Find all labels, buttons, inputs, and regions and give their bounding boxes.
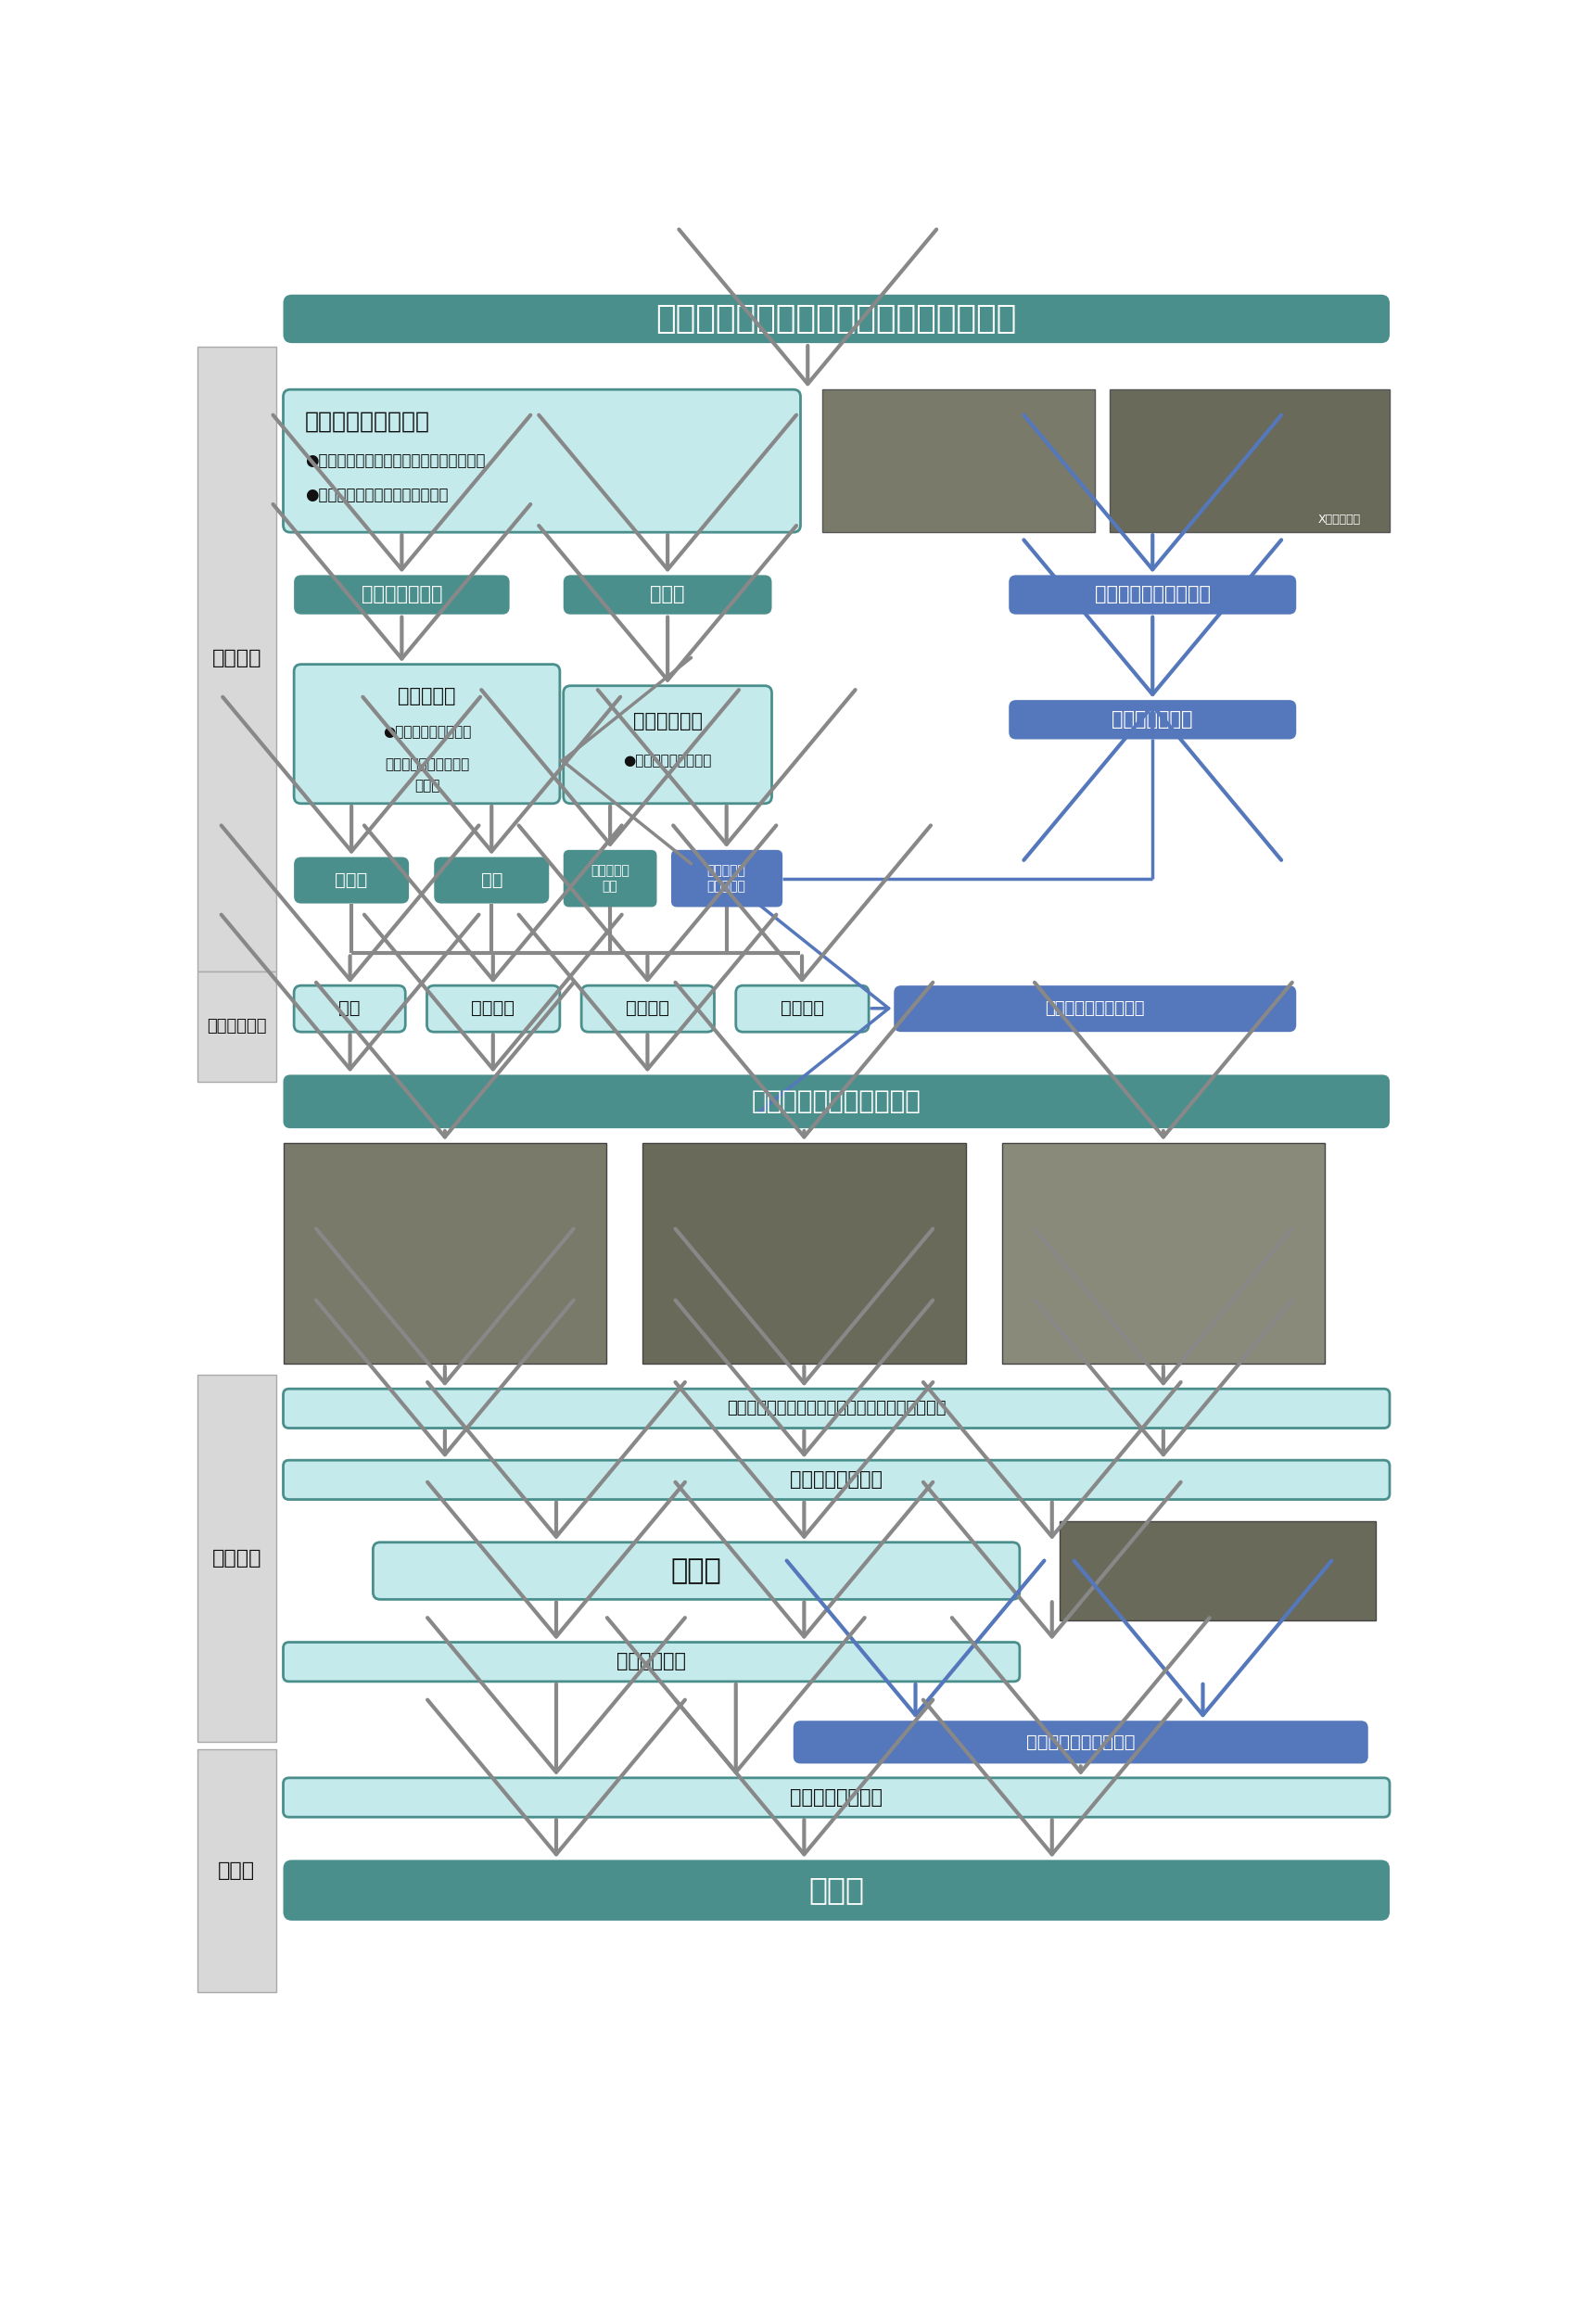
Text: 封じ込め: 封じ込め (471, 999, 515, 1018)
FancyBboxPatch shape (284, 1074, 1390, 1127)
FancyBboxPatch shape (295, 665, 559, 804)
Text: 記　録: 記 録 (217, 1862, 255, 1880)
Bar (284, 1143, 607, 1364)
Text: 維持保全計画書の作成: 維持保全計画書の作成 (1026, 1734, 1135, 1750)
Bar (1002, 1143, 1325, 1364)
Text: 終了証明書発行: 終了証明書発行 (1113, 711, 1193, 727)
FancyBboxPatch shape (671, 851, 783, 906)
FancyBboxPatch shape (284, 1778, 1390, 1817)
Text: X線解析装置: X線解析装置 (1318, 514, 1362, 525)
FancyBboxPatch shape (564, 851, 657, 906)
FancyBboxPatch shape (295, 985, 405, 1032)
Text: 囲い込み: 囲い込み (626, 999, 670, 1018)
FancyBboxPatch shape (284, 390, 801, 532)
Bar (823, 390, 1095, 532)
FancyBboxPatch shape (894, 985, 1295, 1032)
FancyBboxPatch shape (1009, 574, 1295, 614)
Text: ●設計図書等と現地との整合確認: ●設計図書等と現地との整合確認 (304, 486, 448, 504)
Text: 現場状況・周辺状況等: 現場状況・周辺状況等 (385, 758, 470, 772)
FancyBboxPatch shape (374, 1543, 1020, 1599)
Bar (197, 346, 276, 971)
FancyBboxPatch shape (295, 574, 509, 614)
FancyBboxPatch shape (793, 1720, 1368, 1764)
FancyBboxPatch shape (1009, 700, 1295, 739)
Text: アスベスト確認: アスベスト確認 (361, 586, 443, 604)
Text: 維持管理: 維持管理 (780, 999, 824, 1018)
Text: アスベスト
確認: アスベスト 確認 (591, 865, 629, 892)
FancyBboxPatch shape (284, 295, 1390, 344)
FancyBboxPatch shape (736, 985, 868, 1032)
FancyBboxPatch shape (284, 1459, 1390, 1499)
FancyBboxPatch shape (284, 1859, 1390, 1920)
Bar (197, 1750, 276, 1992)
Text: 施工調査（必要に応じて実施、事前調査の確認）: 施工調査（必要に応じて実施、事前調査の確認） (727, 1399, 946, 1415)
Text: 処理工法選定: 処理工法選定 (206, 1018, 266, 1034)
Text: 不　明: 不 明 (651, 586, 686, 604)
FancyBboxPatch shape (427, 985, 559, 1032)
Text: 施工計画書の作成: 施工計画書の作成 (790, 1471, 883, 1490)
Text: 施工調査確認: 施工調査確認 (616, 1652, 686, 1671)
FancyBboxPatch shape (284, 1390, 1390, 1427)
Text: ●目視・接着力試験等: ●目視・接着力試験等 (383, 725, 471, 739)
Text: サンプリング: サンプリング (634, 711, 703, 730)
Bar (1059, 1520, 1376, 1620)
Text: アスベストかと思ったらご連絡ください: アスベストかと思ったらご連絡ください (656, 302, 1017, 335)
FancyBboxPatch shape (295, 858, 408, 904)
Text: 劣化度調査: 劣化度調査 (397, 688, 455, 706)
Text: 良好: 良好 (481, 872, 503, 888)
Bar (197, 971, 276, 1083)
FancyBboxPatch shape (564, 574, 772, 614)
Text: 除去作業: 除去作業 (211, 1548, 262, 1566)
Bar (197, 1373, 276, 1743)
Bar (1110, 390, 1390, 532)
Text: ●含有分析定性・定量: ●含有分析定性・定量 (624, 753, 712, 767)
FancyBboxPatch shape (582, 985, 714, 1032)
FancyBboxPatch shape (433, 858, 548, 904)
Text: アスベスト確認できず: アスベスト確認できず (1095, 586, 1210, 604)
Text: 除去: 除去 (339, 999, 361, 1018)
Text: 事前調査・現状確認: 事前調査・現状確認 (304, 411, 430, 432)
FancyBboxPatch shape (564, 686, 772, 804)
FancyBboxPatch shape (284, 1643, 1020, 1683)
Text: 維持保全計画書の作成: 維持保全計画書の作成 (1045, 999, 1144, 1016)
Text: アスベスト
確認できず: アスベスト 確認できず (708, 865, 745, 892)
Text: 事前準備: 事前準備 (211, 648, 262, 667)
Text: ●吹付アスベスト等の有無・物理的性状等: ●吹付アスベスト等の有無・物理的性状等 (304, 453, 485, 469)
Text: の確認: の確認 (414, 779, 440, 792)
Text: 劣化大: 劣化大 (336, 872, 367, 888)
Bar (643, 1143, 966, 1364)
Text: 施　工: 施 工 (671, 1557, 722, 1585)
Text: 防耐火性能の確保: 防耐火性能の確保 (790, 1787, 883, 1806)
Text: 飛散防止処理工事の実施: 飛散防止処理工事の実施 (752, 1088, 922, 1113)
Text: 終　了: 終 了 (808, 1875, 864, 1906)
